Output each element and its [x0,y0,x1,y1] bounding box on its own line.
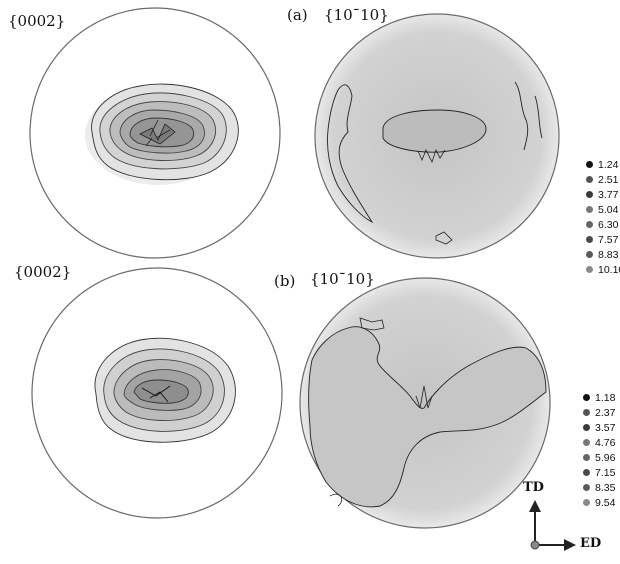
legend-b-value: 2.37 [595,406,616,419]
legend-b-item: 7.15 [583,465,615,480]
legend-b-value: 8.35 [595,481,616,494]
legend-b-value: 4.76 [595,436,616,449]
pole-label-a-left: {0002} [8,12,66,30]
legend-a-item: 2.51 [586,172,620,187]
axis-indicator [529,500,576,551]
legend-swatch [586,161,593,168]
legend-b-value: 1.18 [595,391,616,404]
legend-swatch [586,206,593,213]
legend-b: 1.18 2.37 3.57 4.76 5.96 7.15 8.35 9.54 [583,390,615,510]
pole-label-b-right: {10¯10} [310,270,375,288]
pole-label-b-left: {0002} [14,263,72,281]
legend-swatch [583,394,590,401]
legend-a-value: 8.83 [598,248,619,261]
axis-label-td: TD [523,480,544,495]
legend-swatch [583,499,590,506]
legend-swatch [586,251,593,258]
legend-a-value: 3.77 [598,188,619,201]
legend-swatch [586,221,593,228]
legend-swatch [583,484,590,491]
legend-b-item: 5.96 [583,450,615,465]
legend-b-item: 1.18 [583,390,615,405]
legend-swatch [583,469,590,476]
legend-swatch [583,439,590,446]
legend-b-item: 2.37 [583,405,615,420]
pole-label-a-right: {10¯10} [324,6,389,24]
legend-swatch [586,176,593,183]
legend-a-item: 3.77 [586,187,620,202]
row-label-a: (a) [287,6,308,24]
legend-a-item: 5.04 [586,202,620,217]
pole-figure-b-0002 [31,267,283,519]
legend-b-item: 3.57 [583,420,615,435]
legend-a-value: 7.57 [598,233,619,246]
legend-swatch [586,191,593,198]
legend-b-item: 8.35 [583,480,615,495]
legend-a-item: 8.83 [586,247,620,262]
legend-a-value: 10.10 [598,263,620,276]
legend-a-item: 1.24 [586,157,620,172]
axis-label-ed: ED [580,536,602,551]
legend-a-value: 2.51 [598,173,619,186]
legend-a-value: 5.04 [598,203,619,216]
legend-b-value: 5.96 [595,451,616,464]
legend-b-item: 4.76 [583,435,615,450]
legend-a-item: 6.30 [586,217,620,232]
legend-a-item: 10.10 [586,262,620,277]
legend-a: 1.24 2.51 3.77 5.04 6.30 7.57 8.83 10.10 [586,157,620,277]
row-label-b: (b) [274,272,296,290]
pole-figure-a-0002 [29,7,281,259]
legend-swatch [583,454,590,461]
legend-b-item: 9.54 [583,495,615,510]
legend-b-value: 9.54 [595,496,616,509]
legend-a-value: 1.24 [598,158,619,171]
legend-b-value: 3.57 [595,421,616,434]
pole-figure-b-1010 [299,277,551,529]
legend-a-item: 7.57 [586,232,620,247]
legend-b-value: 7.15 [595,466,616,479]
legend-a-value: 6.30 [598,218,619,231]
legend-swatch [583,409,590,416]
legend-swatch [586,236,593,243]
legend-swatch [583,424,590,431]
legend-swatch [586,266,593,273]
pole-figure-a-1010 [314,13,560,259]
